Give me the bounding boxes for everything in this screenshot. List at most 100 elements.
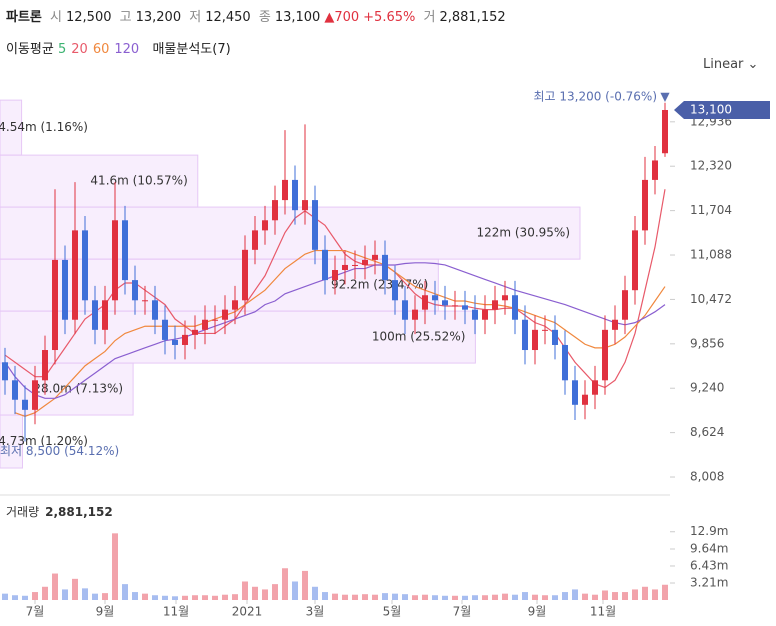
volume-bar <box>392 593 398 600</box>
volume-bar <box>192 595 198 600</box>
candle-body <box>362 259 368 265</box>
chevron: ⌄ <box>747 57 759 72</box>
candle-body <box>172 339 178 345</box>
candle-body <box>472 309 478 320</box>
volume-bar <box>212 595 218 600</box>
candle-body <box>112 220 118 301</box>
ma-legend: 5 20 60 120 <box>58 42 144 57</box>
volume-profile-bar <box>0 310 476 364</box>
volume-bar <box>132 592 138 600</box>
candle-body <box>642 179 648 231</box>
candle-body <box>142 300 148 302</box>
candle-body <box>292 179 298 211</box>
volume-bar <box>242 581 248 600</box>
candle-body <box>312 200 318 250</box>
candle-body <box>52 259 58 351</box>
candle-body <box>222 309 228 320</box>
volume-bar <box>632 589 638 600</box>
candle-body <box>72 230 78 320</box>
volume-bar <box>42 586 48 600</box>
volume-bar <box>272 584 278 600</box>
volume-bar <box>592 594 598 600</box>
candle-body <box>412 309 418 320</box>
candle-body <box>602 329 608 381</box>
volume-tick-label: 6.43m <box>690 558 728 572</box>
volume-title: 거래량 2,881,152 <box>6 505 113 519</box>
volume-bar <box>142 593 148 600</box>
y-tick-label: 8,624 <box>690 425 724 439</box>
volume-tick-label: 3.21m <box>690 576 728 590</box>
candle-body <box>92 300 98 330</box>
x-tick-label: 11월 <box>163 605 189 619</box>
candle-body <box>12 380 18 400</box>
volume-bar <box>452 595 458 600</box>
stock-name: 파트론 <box>6 10 42 25</box>
candle-body <box>632 230 638 291</box>
candle-body <box>502 295 508 301</box>
quote-header: 파트론 시 12,500 고 13,200 저 12,450 종 13,100 ▲700 +… <box>6 6 510 25</box>
volume-profile-label: 28.0m (7.13%) <box>33 382 123 396</box>
candle-body <box>382 254 388 281</box>
value: 12,450 <box>205 10 251 25</box>
candle-body <box>302 200 308 211</box>
candle-body <box>282 179 288 201</box>
volume-profile-label: 4.73m (1.20%) <box>0 434 88 448</box>
volume-profile-label: 122m (30.95%) <box>476 226 570 240</box>
candle-body <box>352 264 358 266</box>
volume-profile-label: 4.54m (1.16%) <box>0 120 88 134</box>
change-pct: +5.65% <box>363 10 416 25</box>
scale-select[interactable]: Linear ⌄ <box>703 57 758 72</box>
candle-body <box>372 254 378 260</box>
volume-bar <box>82 588 88 600</box>
ma-legend-item[interactable]: 20 <box>71 42 88 57</box>
volume-bar <box>502 593 508 600</box>
volume-bar <box>562 592 568 600</box>
volume-bar <box>122 584 128 600</box>
y-tick-label: 9,856 <box>690 336 724 350</box>
ma-legend-item[interactable]: 5 <box>57 42 67 57</box>
candle-body <box>592 380 598 395</box>
x-tick-label: 9월 <box>528 605 547 619</box>
volume-bar <box>612 592 618 600</box>
volume-bar <box>492 594 498 600</box>
high-annotation: 최고 13,200 (-0.76%) <box>533 89 657 103</box>
y-tick-label: 11,088 <box>690 248 732 262</box>
y-tick-label: 10,472 <box>690 292 732 306</box>
ma-legend-item[interactable]: 120 <box>114 42 140 57</box>
x-tick-label: 7월 <box>26 605 45 619</box>
candle-body <box>542 329 548 331</box>
x-tick-label: 3월 <box>306 605 325 619</box>
volume-profile-label: 100m (25.52%) <box>372 330 466 344</box>
volume-bar <box>422 594 428 600</box>
candle-body <box>452 305 458 307</box>
volume-bar <box>22 595 28 600</box>
candle-body <box>622 290 628 320</box>
volume-bar <box>72 578 78 600</box>
volume-bar <box>182 595 188 600</box>
volume-profile-bar <box>0 206 581 260</box>
label: 종 <box>258 10 271 25</box>
candle-body <box>62 259 68 320</box>
candle-body <box>572 380 578 405</box>
candle-body <box>562 344 568 381</box>
candle-body <box>392 280 398 301</box>
indicator-bar: 이동평균 5 20 60 120 매물분석도(7) <box>6 38 231 57</box>
up-arrow: ▲ <box>324 10 335 25</box>
candle-body <box>432 295 438 301</box>
volume-bar <box>602 590 608 600</box>
volume-bar <box>322 592 328 600</box>
ma-legend-item[interactable]: 60 <box>92 42 110 57</box>
y-tick-label: 12,320 <box>690 159 732 173</box>
scale-text: Linear <box>703 57 744 72</box>
profile-title[interactable]: 매물분석도(7) <box>152 42 231 57</box>
candle-body <box>22 399 28 410</box>
volume-bar <box>152 595 158 600</box>
x-tick-label: 9월 <box>96 605 115 619</box>
volume-bar <box>662 584 668 600</box>
volume-tick-label: 12.9m <box>690 524 728 538</box>
ma-title[interactable]: 이동평균 <box>6 42 54 57</box>
volume-bar <box>582 593 588 600</box>
candle-body <box>462 305 468 310</box>
candle-body <box>42 350 48 381</box>
